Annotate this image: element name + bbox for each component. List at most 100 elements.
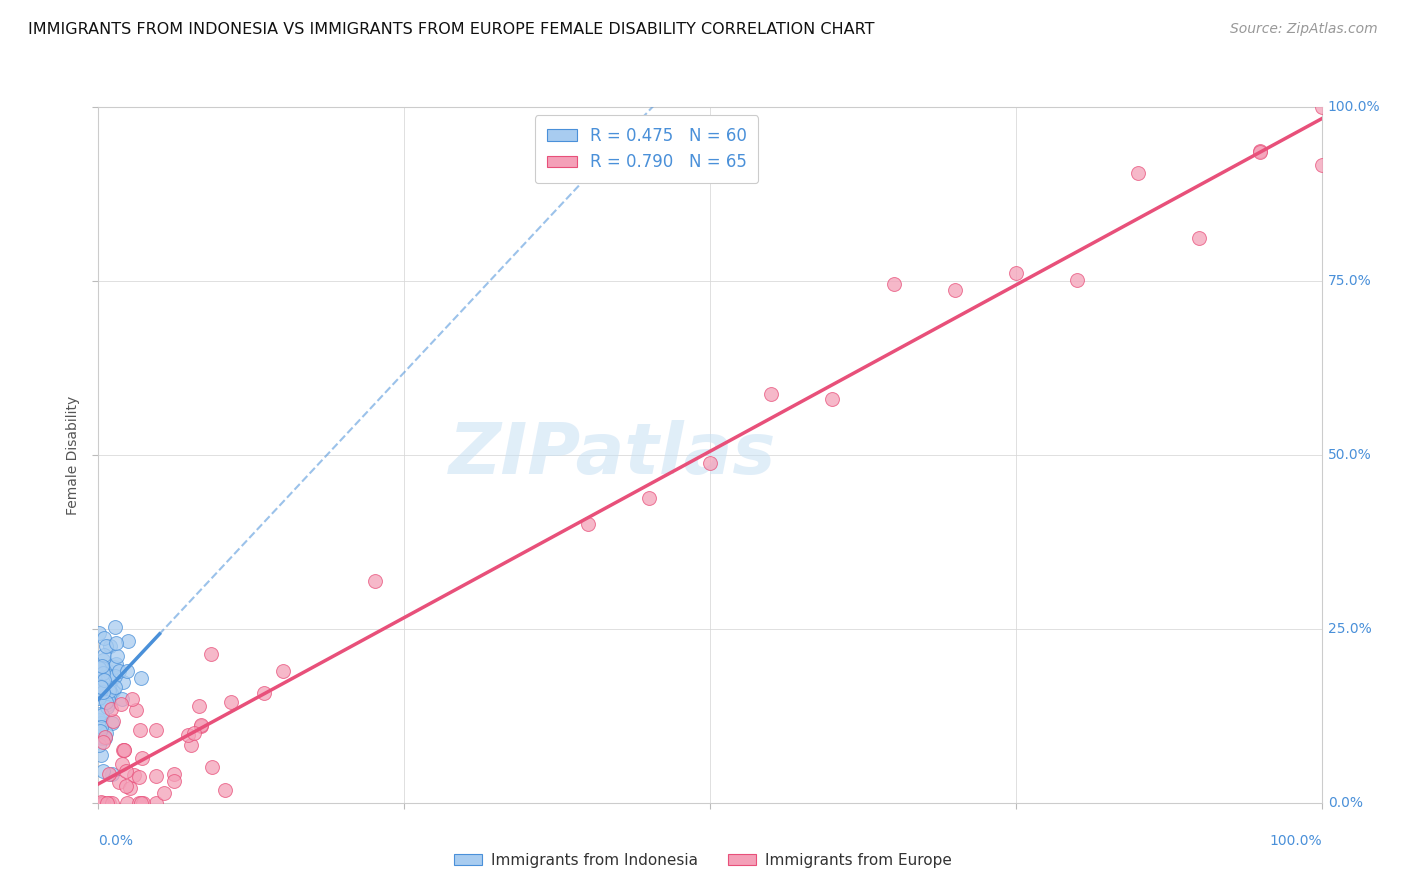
Point [107,648,129,663]
Point [1310,100,1333,114]
Point [121,691,143,706]
Point [253,685,276,699]
Point [104,680,127,694]
Point [163,773,186,788]
Point [131,796,153,810]
Point [89,625,111,640]
Point [637,491,661,506]
Point [1128,166,1150,180]
Point [89,679,111,693]
Point [89,706,111,721]
Point [699,456,721,470]
Text: Source: ZipAtlas.com: Source: ZipAtlas.com [1230,22,1378,37]
Point [183,725,205,739]
Point [104,636,127,650]
Point [117,633,139,648]
Text: 75.0%: 75.0% [1327,274,1371,288]
Point [94,640,117,654]
Point [122,767,145,781]
Point [101,714,124,729]
Point [97,684,120,698]
Point [91,796,114,810]
Point [883,277,905,292]
Text: 0.0%: 0.0% [1327,796,1362,810]
Point [100,669,122,683]
Point [97,669,120,683]
Point [97,697,120,711]
Point [89,662,111,676]
Point [104,620,127,634]
Point [111,757,134,772]
Point [87,661,110,675]
Point [101,796,124,810]
Point [1188,231,1211,245]
Point [98,639,121,653]
Point [117,796,139,810]
Point [1004,266,1026,280]
Point [111,674,134,689]
Point [131,671,153,685]
Point [87,672,110,686]
Point [1066,273,1088,287]
Point [94,730,117,744]
Point [90,659,112,673]
Point [101,767,124,781]
Point [177,728,200,742]
Point [115,664,138,678]
Point [96,796,118,810]
Point [131,796,153,810]
Point [201,760,224,774]
Point [90,661,112,675]
Point [104,657,127,671]
Point [145,769,167,783]
Point [110,697,132,711]
Point [90,680,112,694]
Point [93,648,115,662]
Point [111,743,134,757]
Point [89,685,111,699]
Point [821,392,844,407]
Point [93,673,115,687]
Point [190,719,212,733]
Point [91,681,114,696]
Point [91,653,114,667]
Point [97,665,120,679]
Point [90,795,112,809]
Point [145,796,167,810]
Point [91,796,114,810]
Point [128,770,150,784]
Point [145,723,167,737]
Point [190,718,212,732]
Point [364,574,387,588]
Point [188,698,211,713]
Point [96,695,118,709]
Point [112,743,135,757]
Point [90,720,112,734]
Point [112,742,135,756]
Text: ZIPatlas: ZIPatlas [449,420,776,490]
Point [221,695,243,709]
Point [89,724,111,739]
Point [131,750,153,764]
Point [94,731,117,745]
Point [103,660,125,674]
Point [128,796,150,810]
Text: 50.0%: 50.0% [1327,448,1371,462]
Point [163,767,186,781]
Point [93,631,115,645]
Point [114,779,136,793]
Point [90,716,112,731]
Point [98,681,121,695]
Point [104,668,127,682]
Text: 100.0%: 100.0% [1270,834,1322,848]
Point [98,796,121,810]
Point [101,716,124,731]
Point [943,283,966,297]
Legend: Immigrants from Indonesia, Immigrants from Europe: Immigrants from Indonesia, Immigrants fr… [447,845,959,875]
Point [1310,158,1333,172]
Point [101,684,124,698]
Point [180,738,202,752]
Point [271,665,294,679]
Point [125,703,148,717]
Point [93,796,115,810]
